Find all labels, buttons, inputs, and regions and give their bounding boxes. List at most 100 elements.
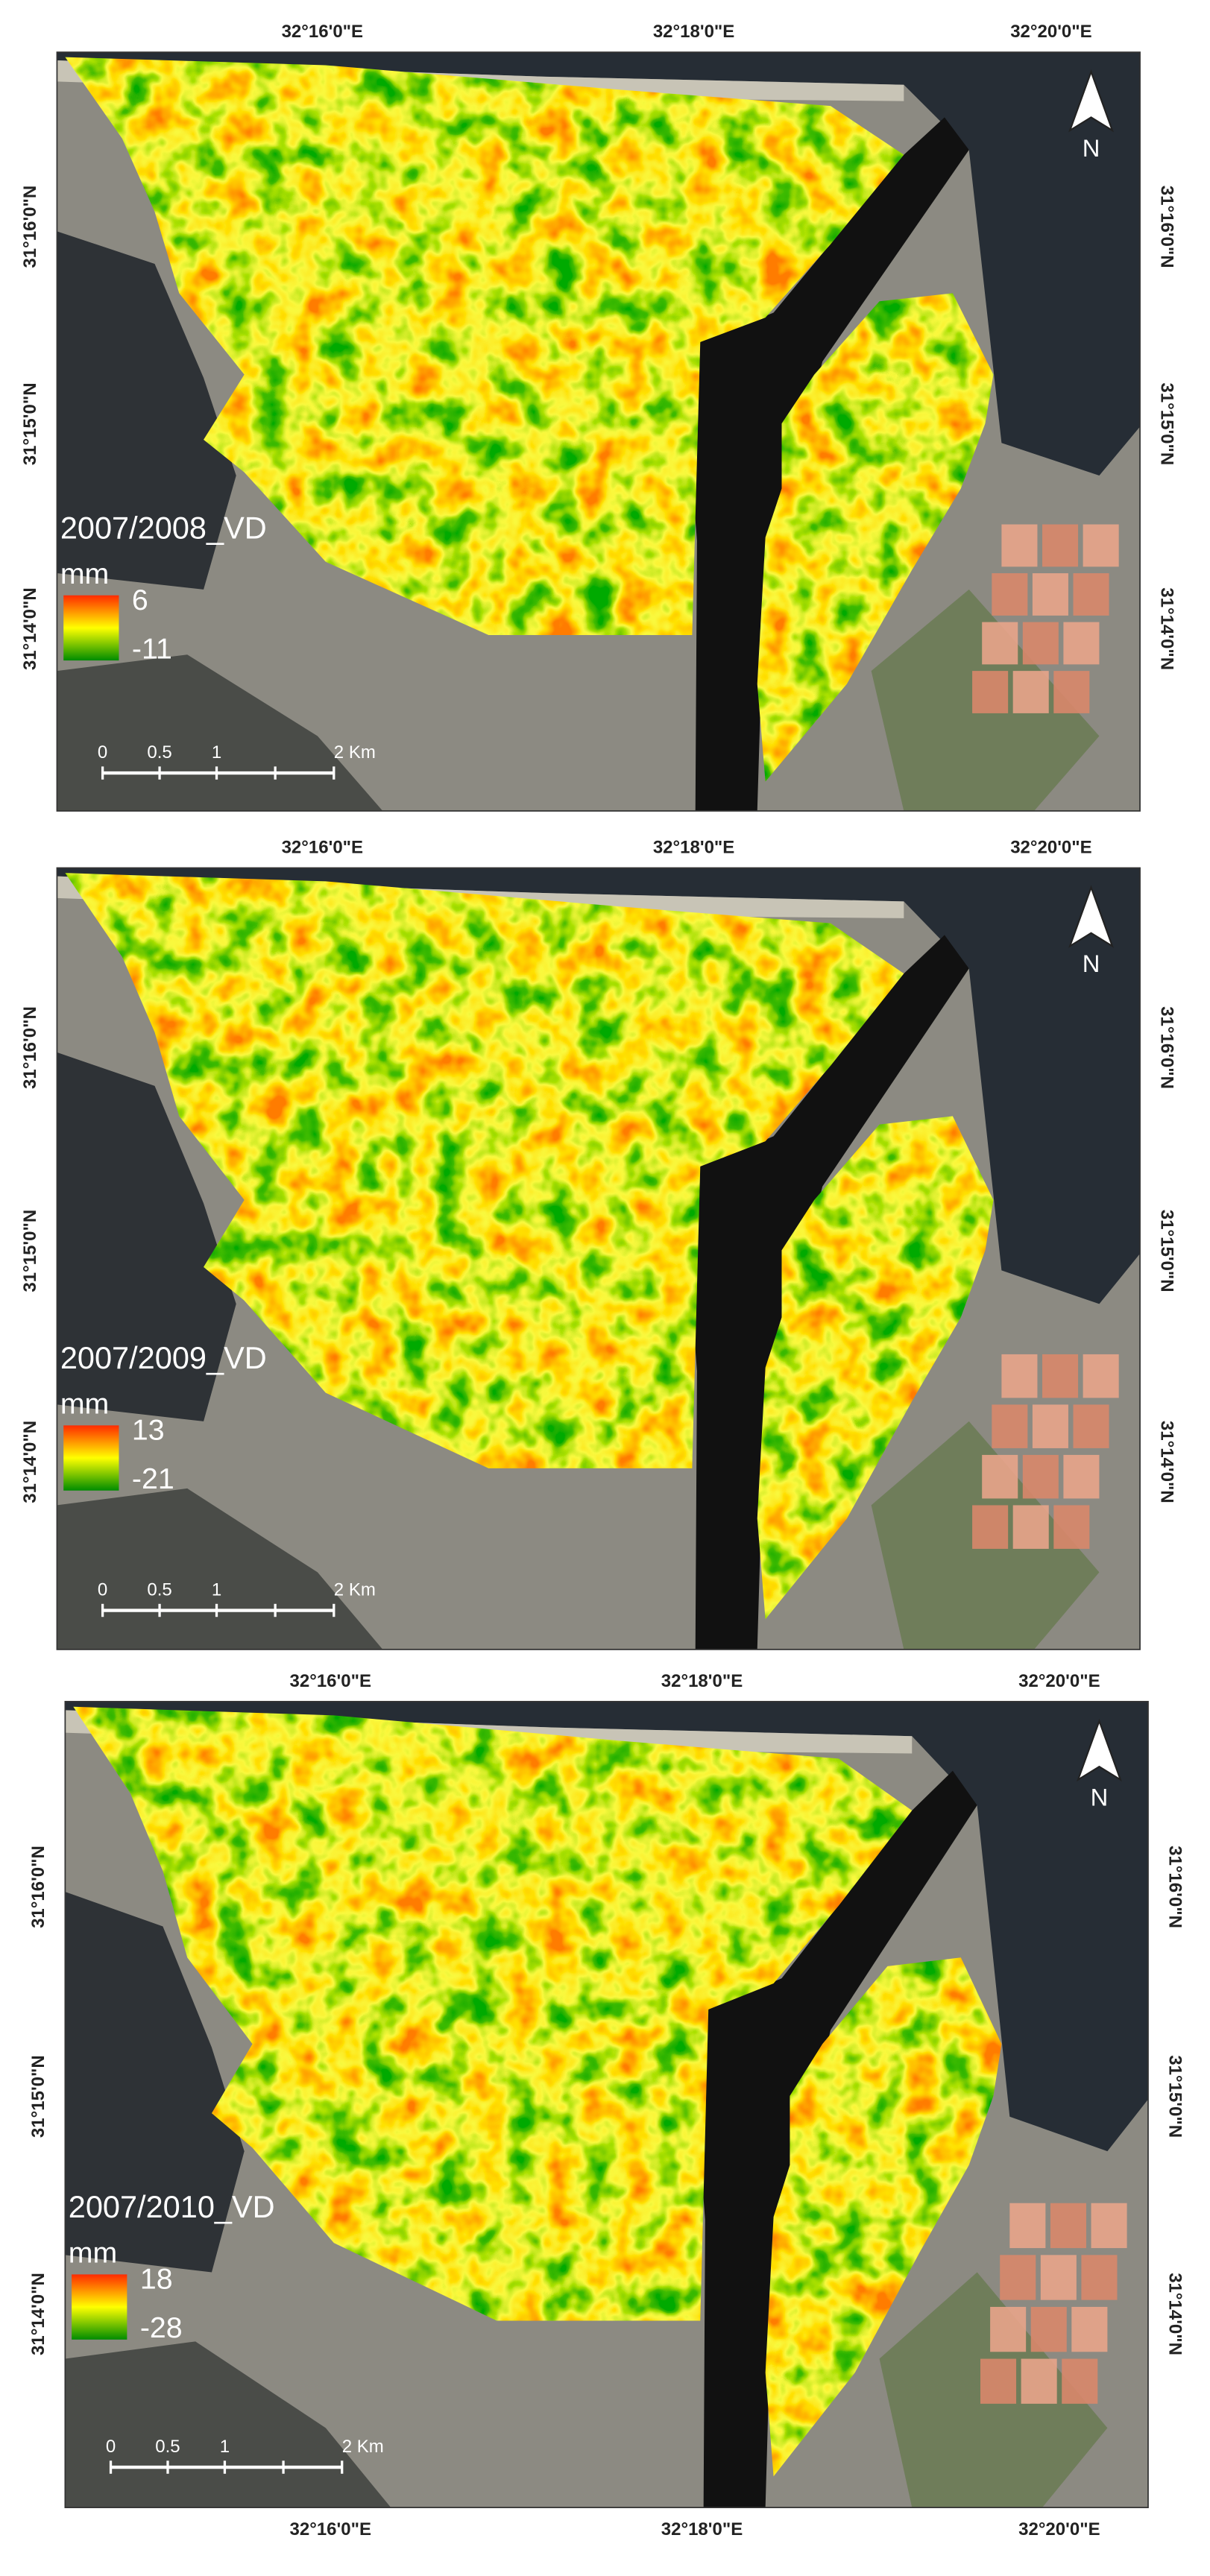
latitude-label: 31°15'0"N [1157, 1210, 1177, 1292]
salt-pond [1001, 1354, 1038, 1398]
salt-pond [1091, 2203, 1127, 2249]
latitude-label: 31°16'0"N [1165, 1846, 1185, 1928]
salt-pond [1083, 1354, 1119, 1398]
north-label: N [1083, 134, 1100, 162]
latitude-label: 31°16'0"N [1157, 186, 1177, 268]
longitude-label: 32°16'0"E [282, 838, 364, 858]
salt-pond [1062, 2358, 1098, 2404]
legend-min: -28 [140, 2311, 183, 2344]
legend-ramp [63, 1425, 119, 1491]
legend-title: 2007/2010_VD [69, 2189, 275, 2224]
scale-label: 0.5 [155, 2437, 180, 2457]
salt-pond [1083, 524, 1119, 567]
salt-pond [1042, 1354, 1079, 1398]
salt-pond [992, 1404, 1028, 1448]
salt-pond [1012, 1505, 1049, 1549]
sea [57, 868, 1141, 1304]
latitude-label: 31°14'0"N [1165, 2273, 1185, 2355]
longitude-label: 32°20'0"E [1018, 1671, 1100, 1691]
legend-min: -11 [132, 632, 172, 665]
salt-pond [1022, 622, 1059, 665]
salt-pond [1032, 573, 1068, 616]
salt-pond [1032, 1404, 1068, 1448]
longitude-label: 32°18'0"E [661, 1671, 743, 1691]
sea [65, 1701, 1148, 2152]
legend-unit: mm [60, 1388, 109, 1421]
canal [684, 117, 969, 811]
salt-pond [1053, 671, 1090, 713]
salt-pond [990, 2306, 1027, 2352]
longitude-label: 32°20'0"E [1010, 22, 1092, 42]
deformation-west [73, 1706, 913, 2321]
salt-pond [1081, 2255, 1118, 2300]
salt-pond [1022, 1454, 1059, 1499]
scale-label: 1 [212, 742, 221, 763]
salt-pond [1030, 2306, 1067, 2352]
map-frame [56, 51, 1141, 812]
map-frame [56, 867, 1141, 1650]
salt-pond [982, 622, 1018, 665]
north-label: N [1083, 950, 1100, 977]
salt-pond [980, 2358, 1017, 2404]
north-arrow [1076, 1718, 1122, 1782]
legend-ramp [63, 595, 119, 661]
latitude-label: 31°15'0"N [20, 1210, 40, 1292]
latitude-label: 31°14'0"N [1157, 587, 1177, 670]
salt-pond [982, 1454, 1018, 1499]
latitude-label: 31°15'0"N [20, 382, 40, 465]
latitude-label: 31°15'0"N [28, 2055, 48, 2138]
salt-pond [1073, 1404, 1109, 1448]
north-label: N [1091, 1784, 1109, 1811]
salt-pond [1063, 622, 1100, 665]
deformation-east [765, 1957, 1002, 2477]
longitude-label: 32°16'0"E [282, 22, 364, 42]
legend-unit: mm [69, 2237, 117, 2270]
legend-title: 2007/2008_VD [60, 510, 267, 545]
scale-label: 2 Km [342, 2437, 384, 2457]
scale-label: 0 [98, 742, 107, 763]
longitude-label: 32°18'0"E [661, 2519, 743, 2539]
map-frame [64, 1700, 1149, 2508]
deformation-east [757, 293, 994, 782]
latitude-label: 31°16'0"N [1157, 1006, 1177, 1089]
scale-label: 1 [212, 1580, 221, 1600]
deformation-west [65, 57, 904, 636]
latitude-label: 31°14'0"N [20, 587, 40, 670]
latitude-label: 31°16'0"N [20, 186, 40, 268]
latitude-label: 31°15'0"N [1157, 382, 1177, 465]
lagoon [65, 1892, 245, 2273]
lagoon [57, 231, 236, 590]
legend-max: 6 [132, 584, 148, 616]
latitude-label: 31°16'0"N [28, 1846, 48, 1928]
canal [684, 935, 969, 1650]
salt-pond [972, 1505, 1009, 1549]
legend-unit: mm [60, 558, 109, 590]
north-arrow [1068, 69, 1115, 133]
latitude-label: 31°14'0"N [1157, 1421, 1177, 1503]
salt-pond [1042, 524, 1079, 567]
salt-pond [1050, 2203, 1086, 2249]
salt-pond [1073, 573, 1109, 616]
scale-label: 2 Km [334, 1580, 376, 1600]
legend-min: -21 [132, 1462, 174, 1495]
sea [57, 52, 1141, 476]
salt-pond [1009, 2203, 1046, 2249]
lagoon [57, 1052, 236, 1421]
salt-pond [1040, 2255, 1077, 2300]
legend-max: 18 [140, 2263, 173, 2296]
legend-max: 13 [132, 1413, 165, 1446]
latitude-label: 31°14'0"N [20, 1421, 40, 1503]
latitude-label: 31°15'0"N [1165, 2055, 1185, 2138]
salt-pond [1021, 2358, 1057, 2404]
longitude-label: 32°18'0"E [653, 838, 735, 858]
salt-pond [1053, 1505, 1090, 1549]
legend-title: 2007/2009_VD [60, 1340, 267, 1375]
scale-label: 2 Km [334, 742, 376, 763]
longitude-label: 32°16'0"E [290, 1671, 372, 1691]
canal [692, 1770, 977, 2508]
salt-pond [1012, 671, 1049, 713]
